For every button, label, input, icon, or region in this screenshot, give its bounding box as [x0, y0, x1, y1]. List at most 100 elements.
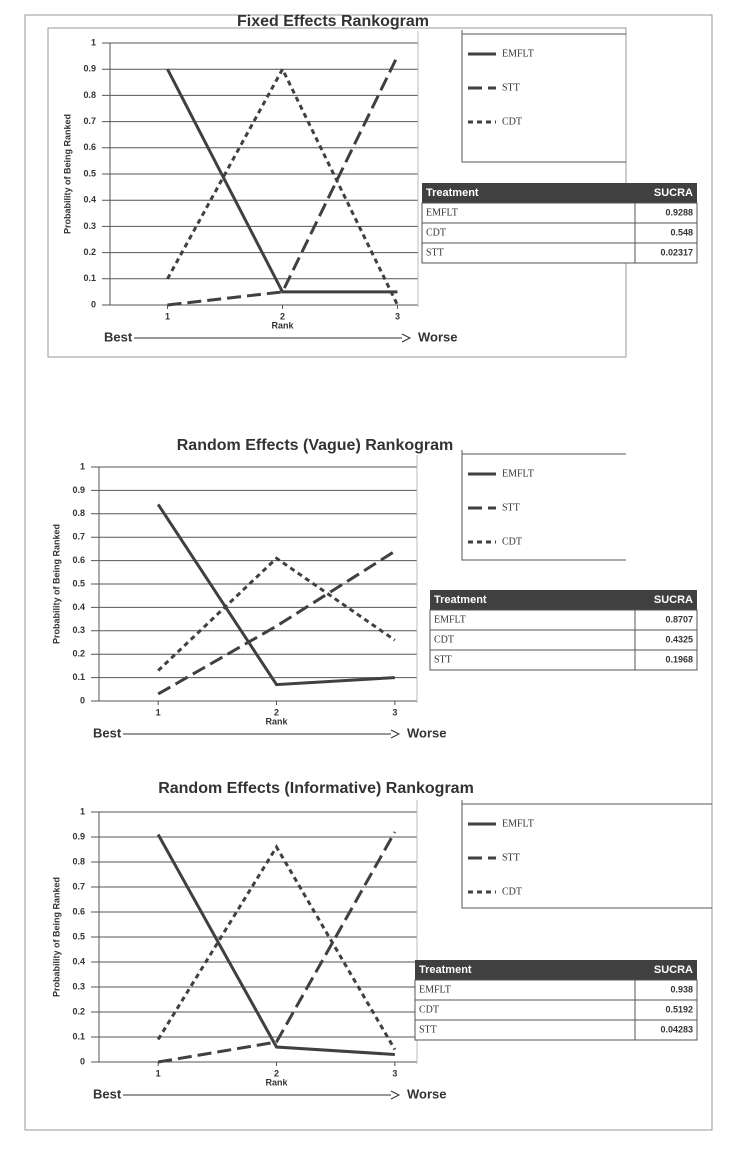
table-row — [421, 202, 698, 224]
y-tick-label: 0.9 — [72, 485, 85, 495]
table-cell: CDT — [426, 227, 446, 238]
x-tick-label: 1 — [156, 707, 161, 717]
table-row — [429, 609, 698, 631]
table-row — [414, 979, 698, 1001]
table-cell: EMFLT — [419, 984, 451, 995]
series-line — [157, 556, 396, 672]
best-label: Best — [104, 329, 133, 344]
table-header-cell: Treatment — [426, 187, 479, 199]
y-tick-label: 0.5 — [83, 168, 96, 178]
table-cell: STT — [434, 654, 452, 665]
chart-title: Random Effects (Vague) Rankogram — [177, 437, 454, 454]
y-axis-label: Probability of Being Ranked — [62, 114, 72, 234]
y-tick-label: 0.3 — [72, 981, 85, 991]
table-row — [421, 242, 698, 264]
series-line — [166, 68, 398, 294]
table-cell: 0.548 — [670, 227, 693, 237]
table-cell: 0.8707 — [665, 614, 693, 624]
y-tick-label: 0.6 — [72, 555, 85, 565]
table-row — [414, 1019, 698, 1041]
legend-label: STT — [502, 852, 520, 863]
y-tick-label: 0.8 — [72, 508, 85, 518]
y-tick-label: 0 — [80, 1056, 85, 1066]
y-tick-label: 0.4 — [72, 956, 85, 966]
series-line — [157, 549, 396, 696]
best-label: Best — [93, 1086, 122, 1101]
table-cell: 0.938 — [670, 984, 693, 994]
table-cell: STT — [426, 247, 444, 258]
legend-label: STT — [502, 502, 520, 513]
y-tick-label: 1 — [80, 806, 85, 816]
table-cell: STT — [419, 1024, 437, 1035]
y-tick-label: 0 — [91, 299, 96, 309]
y-tick-label: 0.5 — [72, 931, 85, 941]
legend-label: EMFLT — [502, 818, 534, 829]
x-tick-label: 2 — [274, 707, 279, 717]
chart-title: Random Effects (Informative) Rankogram — [158, 780, 474, 797]
x-tick-label: 1 — [165, 311, 170, 321]
y-tick-label: 0.2 — [72, 1006, 85, 1016]
y-tick-label: 0.3 — [72, 625, 85, 635]
y-axis-label: Probability of Being Ranked — [51, 524, 61, 644]
y-tick-label: 0.6 — [83, 142, 96, 152]
y-tick-label: 0.9 — [83, 64, 96, 74]
table-cell: 0.4325 — [665, 634, 693, 644]
arrow-head — [401, 333, 412, 343]
table-row — [429, 649, 698, 671]
table-cell: 0.04283 — [660, 1024, 693, 1034]
arrow-head — [390, 729, 401, 739]
x-axis-label: Rank — [265, 1077, 288, 1087]
legend-label: CDT — [502, 886, 522, 897]
y-tick-label: 0.7 — [72, 881, 85, 891]
arrow-head — [390, 1090, 401, 1100]
x-tick-label: 3 — [392, 1068, 397, 1078]
y-tick-label: 0.7 — [83, 116, 96, 126]
legend-frame — [461, 450, 626, 561]
legend-frame — [461, 30, 626, 163]
y-tick-label: 0.4 — [83, 195, 96, 205]
legend-label: EMFLT — [502, 48, 534, 59]
x-tick-label: 3 — [392, 707, 397, 717]
worse-label: Worse — [407, 725, 447, 740]
table-header-cell: SUCRA — [654, 187, 693, 199]
chart-title: Fixed Effects Rankogram — [237, 13, 429, 30]
table-row — [414, 999, 698, 1021]
y-tick-label: 0.4 — [72, 602, 85, 612]
y-tick-label: 1 — [91, 37, 96, 47]
y-tick-label: 0.8 — [83, 90, 96, 100]
best-label: Best — [93, 725, 122, 740]
legend-label: CDT — [502, 536, 522, 547]
y-tick-label: 0.1 — [83, 273, 96, 283]
legend-label: EMFLT — [502, 468, 534, 479]
worse-label: Worse — [407, 1086, 447, 1101]
x-tick-label: 2 — [274, 1068, 279, 1078]
y-tick-label: 0.3 — [83, 221, 96, 231]
table-row — [429, 629, 698, 651]
series-line — [166, 65, 399, 306]
outer-frame — [24, 14, 713, 1131]
table-row — [421, 222, 698, 244]
x-tick-label: 2 — [280, 311, 285, 321]
series-line — [167, 55, 399, 307]
table-header — [422, 183, 697, 203]
series-line — [156, 844, 397, 1051]
y-tick-label: 1 — [80, 461, 85, 471]
table-cell: 0.9288 — [665, 207, 693, 217]
series-line — [156, 833, 395, 1056]
y-tick-label: 0.9 — [72, 831, 85, 841]
table-header-cell: SUCRA — [654, 594, 693, 606]
worse-label: Worse — [418, 329, 458, 344]
table-header-cell: Treatment — [419, 964, 472, 976]
table-cell: CDT — [434, 634, 454, 645]
series-line — [157, 831, 397, 1064]
y-tick-label: 0.6 — [72, 906, 85, 916]
series-line — [156, 503, 395, 687]
table-cell: 0.5192 — [665, 1004, 693, 1014]
y-axis-label: Probability of Being Ranked — [51, 877, 61, 997]
x-tick-label: 3 — [395, 311, 400, 321]
legend-frame — [461, 800, 712, 909]
table-header — [415, 960, 697, 980]
table-header-cell: Treatment — [434, 594, 487, 606]
table-cell: EMFLT — [434, 614, 466, 625]
